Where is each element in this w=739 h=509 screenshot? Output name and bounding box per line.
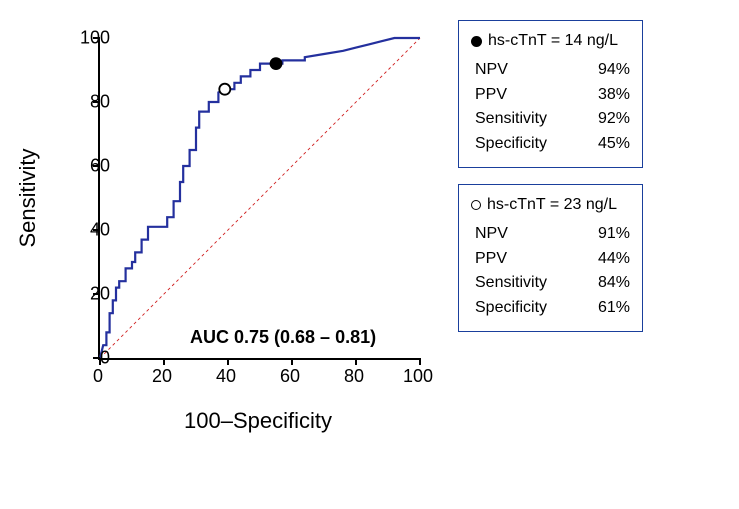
legend-row-value: 45% xyxy=(598,132,630,157)
legend-row-label: PPV xyxy=(475,247,507,272)
x-tick-label: 0 xyxy=(93,366,103,387)
legend-row-value: 61% xyxy=(598,296,630,321)
legend-row: Specificity 61% xyxy=(471,296,630,321)
plot-svg xyxy=(100,38,420,358)
legend-title-text: hs-cTnT = 14 ng/L xyxy=(488,29,618,54)
roc-chart: Sensitivity 100–Specificity AUC 0.75 (0.… xyxy=(20,20,440,440)
legend-row-label: Specificity xyxy=(475,132,547,157)
y-tick-label: 0 xyxy=(70,348,110,369)
legend-row: Specificity 45% xyxy=(471,132,630,157)
dot-filled-icon xyxy=(471,36,482,47)
legend-row-value: 92% xyxy=(598,107,630,132)
y-tick-label: 40 xyxy=(70,220,110,241)
legend-row-value: 44% xyxy=(598,247,630,272)
y-tick-label: 80 xyxy=(70,92,110,113)
legend-row-label: NPV xyxy=(475,222,508,247)
y-tick-label: 60 xyxy=(70,156,110,177)
legend-row-label: Sensitivity xyxy=(475,271,547,296)
y-tick-label: 100 xyxy=(70,28,110,49)
legend-row-value: 94% xyxy=(598,58,630,83)
legend-row: PPV 44% xyxy=(471,247,630,272)
legend-box-1: hs-cTnT = 23 ng/LNPV91%PPV44%Sensitivity… xyxy=(458,184,643,332)
legend-row-value: 38% xyxy=(598,83,630,108)
legend-row-label: Sensitivity xyxy=(475,107,547,132)
x-axis-title: 100–Specificity xyxy=(184,408,332,434)
legend-row-value: 84% xyxy=(598,271,630,296)
marker-filled xyxy=(271,58,282,69)
legend-row: NPV 94% xyxy=(471,58,630,83)
legend-row-label: Specificity xyxy=(475,296,547,321)
x-tick-label: 60 xyxy=(280,366,300,387)
legend-row-value: 91% xyxy=(598,222,630,247)
figure-wrap: Sensitivity 100–Specificity AUC 0.75 (0.… xyxy=(20,20,643,440)
auc-label: AUC 0.75 (0.68 – 0.81) xyxy=(190,327,376,348)
x-tick-label: 80 xyxy=(344,366,364,387)
legend-box-0: hs-cTnT = 14 ng/LNPV94%PPV38%Sensitivity… xyxy=(458,20,643,168)
plot-area: AUC 0.75 (0.68 – 0.81) xyxy=(98,38,420,360)
marker-open xyxy=(219,84,230,95)
legend-row-label: NPV xyxy=(475,58,508,83)
x-tick-label: 40 xyxy=(216,366,236,387)
y-tick-label: 20 xyxy=(70,284,110,305)
y-axis-title: Sensitivity xyxy=(15,148,41,247)
legend-row-label: PPV xyxy=(475,83,507,108)
legend-row: PPV 38% xyxy=(471,83,630,108)
legend-row: NPV 91% xyxy=(471,222,630,247)
legend-title: hs-cTnT = 23 ng/L xyxy=(471,193,630,218)
legend-title: hs-cTnT = 14 ng/L xyxy=(471,29,630,54)
legend-row: Sensitivity 84% xyxy=(471,271,630,296)
legend-column: hs-cTnT = 14 ng/LNPV94%PPV38%Sensitivity… xyxy=(458,20,643,348)
legend-row: Sensitivity 92% xyxy=(471,107,630,132)
x-tick-label: 100 xyxy=(403,366,433,387)
legend-title-text: hs-cTnT = 23 ng/L xyxy=(487,193,617,218)
dot-open-icon xyxy=(471,200,481,210)
x-tick-label: 20 xyxy=(152,366,172,387)
